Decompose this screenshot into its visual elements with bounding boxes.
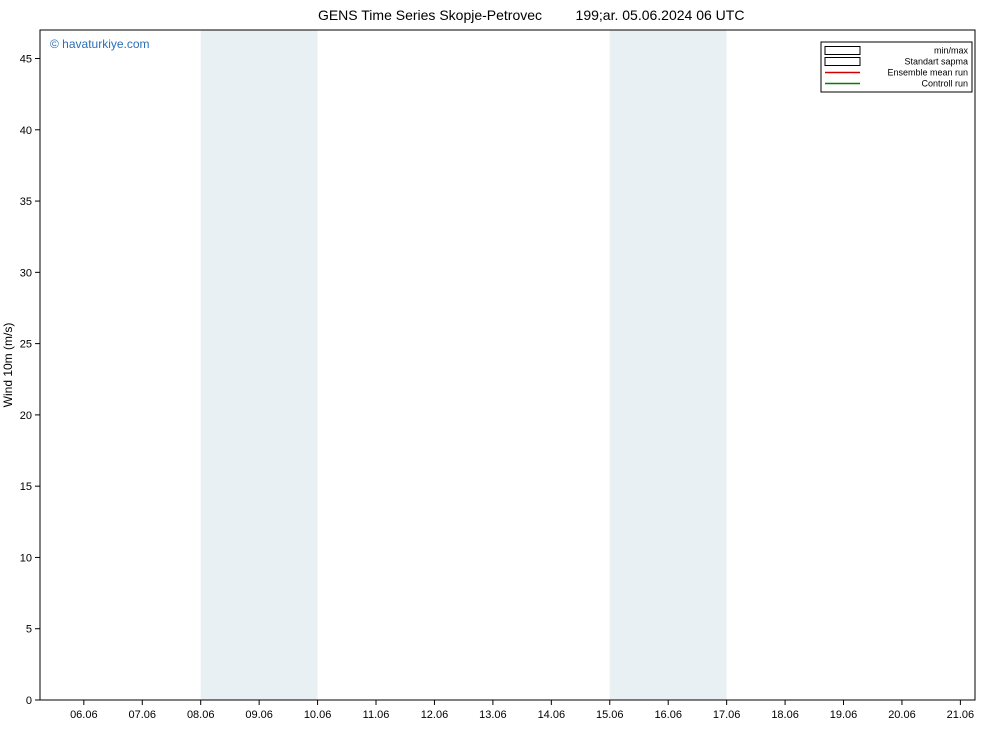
- x-tick-label: 09.06: [245, 709, 273, 721]
- x-tick-label: 17.06: [713, 709, 741, 721]
- y-tick-label: 5: [26, 624, 32, 636]
- weekend-band: [610, 30, 727, 700]
- legend-label: Standart sapma: [904, 57, 968, 67]
- legend-label: Ensemble mean run: [887, 68, 968, 78]
- y-tick-label: 10: [20, 552, 32, 564]
- wind-chart: 0 5 10 15 20 25 30 35 40 45 06.06 07.06 08.06 09.06 10…: [0, 0, 1000, 733]
- y-tick-label: 25: [20, 339, 32, 351]
- x-tick-label: 06.06: [70, 709, 98, 721]
- legend-label: min/max: [934, 46, 969, 56]
- y-tick-label: 40: [20, 125, 32, 137]
- weekend-band: [201, 30, 318, 700]
- y-tick-label: 15: [20, 481, 32, 493]
- legend-label: Controll run: [921, 79, 968, 89]
- y-tick-label: 20: [20, 410, 32, 422]
- y-tick-label: 30: [20, 267, 32, 279]
- x-tick-label: 13.06: [479, 709, 507, 721]
- x-tick-label: 14.06: [538, 709, 566, 721]
- x-tick-label: 20.06: [888, 709, 916, 721]
- y-tick-label: 35: [20, 196, 32, 208]
- chart-title-left: GENS Time Series Skopje-Petrovec: [318, 7, 542, 23]
- chart-container: 0 5 10 15 20 25 30 35 40 45 06.06 07.06 08.06 09.06 10…: [0, 0, 1000, 733]
- x-tick-label: 16.06: [654, 709, 682, 721]
- x-tick-label: 08.06: [187, 709, 215, 721]
- legend-swatch-box: [825, 58, 860, 66]
- x-tick-label: 11.06: [363, 709, 390, 721]
- y-tick-label: 0: [26, 695, 32, 707]
- x-tick-label: 07.06: [129, 709, 157, 721]
- x-tick-label: 19.06: [830, 709, 858, 721]
- y-tick-label: 45: [20, 54, 32, 66]
- x-tick-label: 21.06: [947, 709, 975, 721]
- x-tick-label: 12.06: [421, 709, 449, 721]
- x-tick-label: 10.06: [304, 709, 332, 721]
- legend-swatch-box: [825, 47, 860, 55]
- x-tick-label: 15.06: [596, 709, 624, 721]
- chart-title-right: 199;ar. 05.06.2024 06 UTC: [576, 7, 745, 23]
- attribution-text: © havaturkiye.com: [50, 37, 150, 51]
- y-axis-label: Wind 10m (m/s): [1, 323, 15, 408]
- x-tick-label: 18.06: [771, 709, 799, 721]
